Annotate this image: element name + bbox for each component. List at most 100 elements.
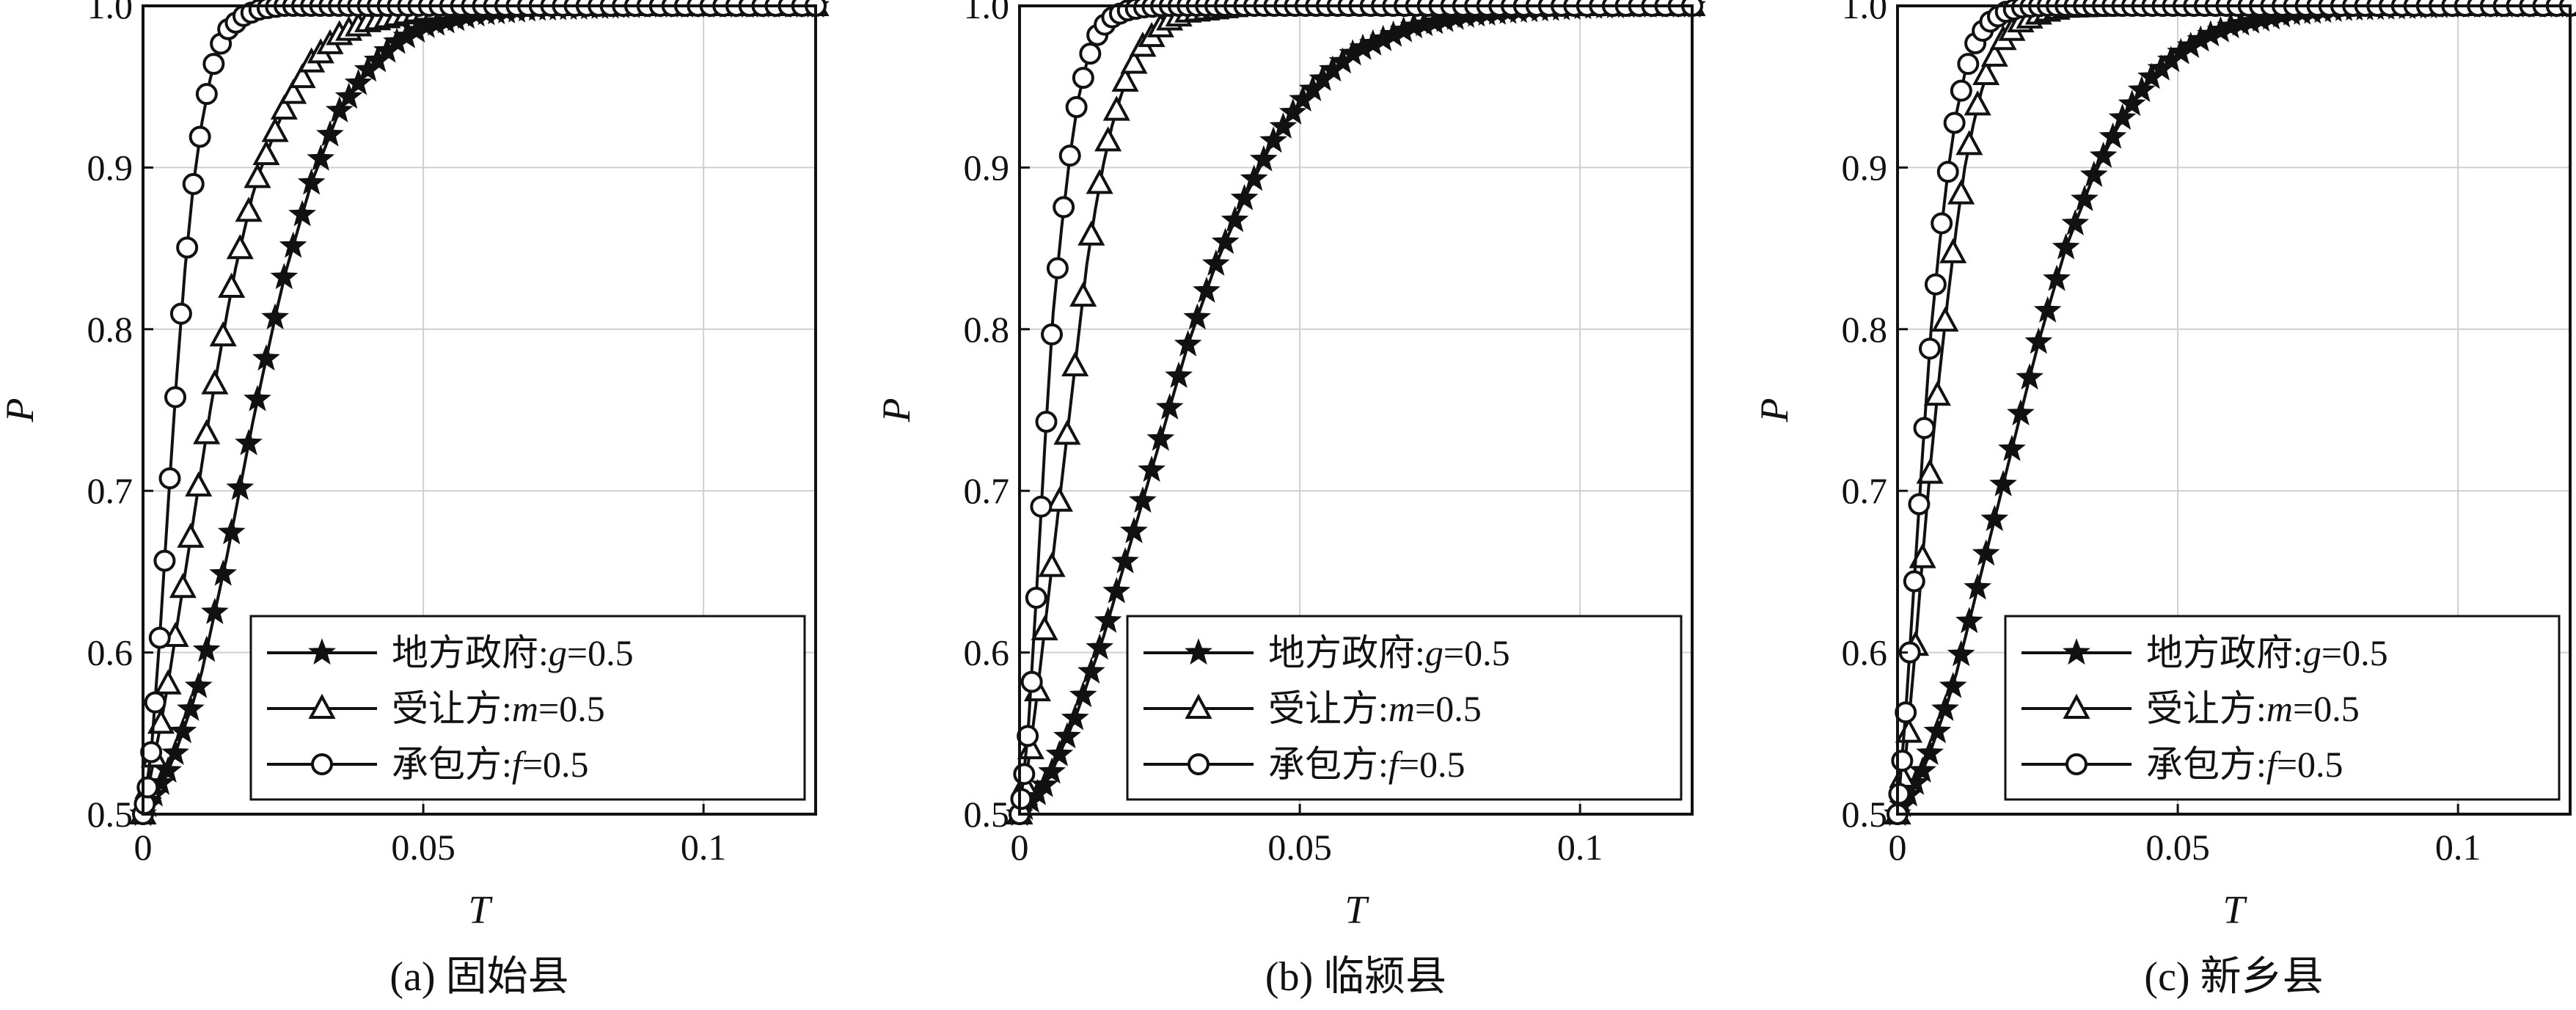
data-point <box>1061 703 1089 731</box>
data-point <box>2559 0 2576 17</box>
legend-param-symbol: g <box>2303 632 2321 673</box>
data-point <box>1077 657 1105 684</box>
data-point <box>1947 179 1975 205</box>
y-tick-label: 0.8 <box>964 309 1010 350</box>
data-point <box>1919 337 1942 360</box>
data-point <box>1086 633 1113 660</box>
data-point <box>1079 43 1102 65</box>
legend-label: 地方政府:g=0.5 <box>392 632 634 673</box>
data-point <box>2099 122 2127 149</box>
legend-entry: 地方政府:g=0.5 <box>2021 632 2388 673</box>
data-point <box>1065 95 1088 118</box>
data-point <box>288 200 317 227</box>
y-tick-label: 0.9 <box>1842 147 1888 188</box>
data-point <box>279 78 307 104</box>
y-tick-label: 0.6 <box>1842 632 1888 673</box>
data-point <box>235 197 263 222</box>
data-point <box>1046 257 1069 279</box>
y-tick-label: 0.8 <box>1842 309 1888 350</box>
data-point <box>1964 90 1991 116</box>
legend-label: 地方政府:g=0.5 <box>1268 632 1510 673</box>
x-tick-label: 0.1 <box>2435 827 2481 868</box>
y-tick-label: 1.0 <box>87 0 133 26</box>
y-tick-label: 0.8 <box>87 309 133 350</box>
data-point <box>1955 130 1983 155</box>
chart-caption: (a) 固始县 <box>389 954 568 1000</box>
data-point <box>144 691 167 714</box>
data-point <box>177 694 205 721</box>
legend-param-value: =0.5 <box>2321 632 2388 673</box>
data-point <box>1102 577 1131 604</box>
legend-param-value: =0.5 <box>567 632 634 673</box>
legend-marker <box>1188 753 1210 775</box>
data-point <box>1947 640 1975 667</box>
data-point <box>261 303 290 330</box>
y-axis-label: P <box>1752 398 1796 423</box>
data-point <box>200 597 229 624</box>
data-point <box>1013 763 1036 786</box>
data-point <box>1939 671 1967 698</box>
data-point <box>1950 79 1972 102</box>
data-point <box>1931 306 1959 332</box>
data-point <box>209 321 237 347</box>
data-point <box>1931 212 1953 235</box>
data-point <box>1908 493 1931 516</box>
data-point <box>1111 66 1139 92</box>
data-point <box>1086 169 1113 194</box>
data-point <box>1041 323 1064 345</box>
data-point <box>218 272 246 298</box>
chart-panel-2: 0 0.05 0.1 0.5 0.6 0.7 0.8 0.9 1.0 T P (b) 临颍县 地方政府:… <box>874 0 1706 1000</box>
data-point <box>1939 238 1967 263</box>
data-point <box>279 231 307 258</box>
data-point <box>1010 788 1033 810</box>
data-point <box>1909 756 1937 783</box>
y-tick-label: 0.5 <box>1842 794 1888 835</box>
data-point <box>1972 539 2000 566</box>
legend-label: 地方政府:g=0.5 <box>2146 632 2388 673</box>
y-tick-label: 0.6 <box>87 632 133 673</box>
data-point <box>1146 424 1175 451</box>
legend-marker <box>1185 638 1212 665</box>
legend-param-value: =0.5 <box>1399 744 1466 785</box>
x-axis-label: T <box>1344 888 1369 932</box>
y-tick-label: 1.0 <box>1842 0 1888 26</box>
data-point <box>1053 196 1075 219</box>
data-point <box>316 120 344 147</box>
data-point <box>1931 694 1959 721</box>
legend-marker <box>2065 753 2087 775</box>
data-point <box>1025 586 1047 609</box>
data-point <box>177 522 205 548</box>
data-point <box>1998 434 2026 461</box>
chart-panel-3: 0 0.05 0.1 0.5 0.6 0.7 0.8 0.9 1.0 T P (c) 新乡县 地方政府:… <box>1752 0 2576 1000</box>
data-point <box>1888 783 1911 805</box>
legend-series-name: 承包方: <box>2146 744 2266 785</box>
data-point <box>158 467 181 490</box>
legend-param-symbol: m <box>2266 688 2293 729</box>
data-point <box>1240 164 1268 191</box>
data-point <box>235 428 263 455</box>
data-point <box>1891 750 1914 772</box>
x-tick-label: 0.1 <box>681 827 727 868</box>
data-point <box>2127 76 2156 103</box>
data-point <box>2108 103 2137 131</box>
x-tick-label: 0.05 <box>391 827 455 868</box>
data-point <box>2118 89 2146 117</box>
data-point <box>1165 361 1193 388</box>
y-tick-label: 0.5 <box>964 794 1010 835</box>
legend-marker <box>311 753 333 775</box>
data-point <box>192 635 221 662</box>
data-point <box>161 739 190 766</box>
data-point <box>136 776 159 799</box>
data-point <box>169 302 192 325</box>
legend-param-symbol: m <box>1388 688 1415 729</box>
x-tick-label: 0.05 <box>1267 827 1332 868</box>
plot-frame <box>1896 4 2572 816</box>
data-point <box>1045 486 1073 512</box>
data-point <box>1895 701 1917 724</box>
legend-param-symbol: g <box>549 632 567 673</box>
y-tick-label: 0.7 <box>1842 470 1888 511</box>
data-point <box>1017 725 1039 747</box>
legend-series-name: 地方政府: <box>392 632 549 673</box>
data-point <box>297 168 326 195</box>
legend-entry: 受让方:m=0.5 <box>267 688 605 729</box>
